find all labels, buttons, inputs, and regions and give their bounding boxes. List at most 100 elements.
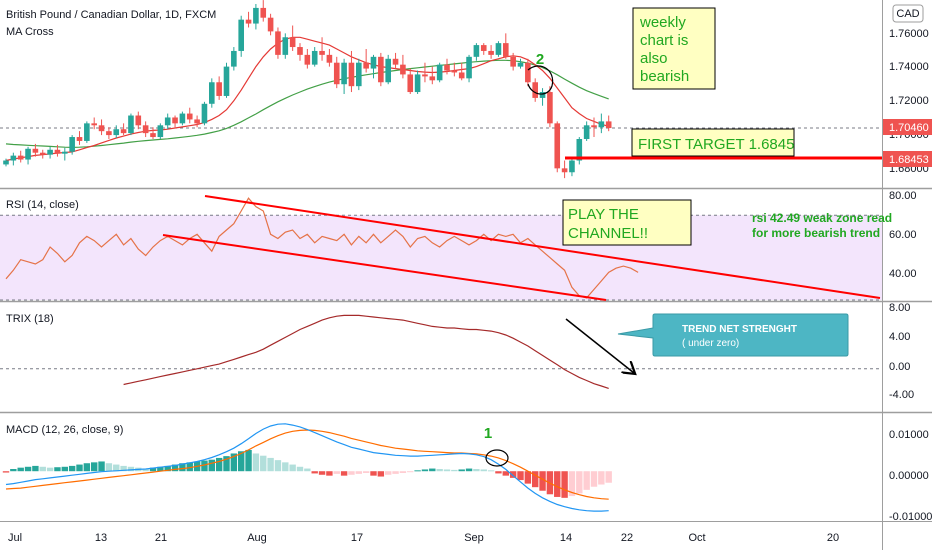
candle-body [400, 64, 406, 75]
macd-histogram-bar [495, 471, 502, 474]
candle-body [223, 66, 230, 96]
candle-body [363, 62, 369, 69]
candle-body [554, 123, 561, 169]
rsi-label: RSI (14, close) [6, 199, 79, 211]
candle-body [319, 50, 325, 55]
macd-histogram-bar [260, 455, 267, 472]
macd-histogram-bar [223, 456, 230, 472]
candle-body [172, 117, 178, 124]
macd-histogram-bar [2, 471, 10, 473]
trix-label: TRIX (18) [6, 313, 54, 325]
candle-body [10, 155, 17, 161]
price-panel[interactable] [0, 0, 882, 179]
time-tick: 14 [560, 532, 572, 544]
macd-histogram-bar [61, 466, 68, 472]
currency-badge[interactable] [892, 4, 924, 23]
time-tick: Oct [688, 532, 705, 544]
macd-histogram-bar [561, 471, 568, 498]
macd-histogram-bar [576, 471, 583, 494]
candle-body [598, 121, 605, 128]
trix-arrow[interactable] [565, 318, 634, 373]
macd-histogram-bar [311, 471, 318, 474]
marker-2[interactable]: 2 [527, 51, 554, 95]
macd-histogram-bar [399, 471, 407, 473]
macd-histogram-bar [532, 471, 539, 488]
time-tick: 22 [621, 532, 633, 544]
candle-body [275, 31, 281, 55]
first-target-note[interactable]: FIRST TARGET 1.6845 [631, 128, 795, 157]
candle-body [282, 37, 289, 55]
candle-body [186, 113, 193, 120]
time-axis[interactable]: Jul 13 21 Aug 17 Sep 14 22 Oct 20 [8, 532, 839, 544]
macd-histogram-bar [605, 471, 612, 483]
macd-axis[interactable]: 0.01000 0.00000 -0.01000 [889, 429, 932, 523]
macd-histogram-bar [120, 465, 127, 472]
trix-line [123, 314, 609, 389]
weekly-note-line: also [640, 50, 668, 67]
trix-tick: 4.00 [889, 331, 910, 343]
rsi-band [0, 215, 882, 300]
candle-body [385, 58, 391, 83]
trix-callout-line: TREND NET STRENGHT [682, 324, 797, 335]
candle-body [495, 43, 502, 55]
candle-body [164, 117, 171, 126]
rsi-note[interactable]: rsi 42.49 weak zone read for more bearis… [752, 211, 892, 240]
macd-histogram-bar [32, 465, 39, 472]
candle-body [201, 103, 208, 124]
channel-lower-line[interactable] [162, 234, 607, 301]
macd-histogram-bar [142, 468, 149, 472]
macd-histogram-bar [590, 471, 598, 487]
macd-histogram-bar [186, 462, 193, 472]
candle-body [480, 45, 487, 51]
price-tick: 1.72000 [889, 95, 929, 107]
macd-histogram-bar [583, 471, 590, 490]
macd-histogram-bar [487, 470, 495, 472]
marker-1[interactable]: 1 [484, 425, 509, 467]
macd-histogram-bar [502, 471, 509, 476]
macd-histogram-bar [46, 467, 54, 472]
channel-upper-line[interactable] [204, 195, 881, 299]
macd-histogram-bar [157, 466, 164, 472]
macd-panel[interactable] [2, 423, 612, 512]
candle-body [267, 17, 274, 32]
macd-histogram-bar [76, 464, 83, 472]
candle-body [142, 125, 149, 134]
play-channel-note[interactable]: PLAY THE CHANNEL!! [562, 199, 692, 246]
candle-body [91, 123, 97, 126]
macd-histogram-bar [230, 453, 238, 472]
macd-histogram-bar [304, 468, 311, 472]
macd-histogram-bar [91, 462, 98, 472]
macd-histogram-bar [326, 471, 333, 476]
marker-2-number: 2 [536, 51, 544, 68]
price-axis[interactable]: 1.76000 1.74000 1.72000 1.70000 1.68000 … [883, 28, 932, 175]
candle-body [260, 7, 267, 18]
macd-tick: 0.00000 [889, 470, 929, 482]
trix-panel[interactable] [0, 314, 882, 389]
candle-body [517, 62, 524, 67]
macd-histogram-bar [289, 464, 296, 472]
candle-body [510, 56, 516, 67]
candle-body [128, 115, 134, 134]
trix-tick: 8.00 [889, 302, 910, 314]
macd-histogram-bar [68, 465, 76, 472]
macd-histogram-bar [429, 468, 436, 472]
candle-body [341, 62, 347, 85]
rsi-axis[interactable]: 80.00 60.00 40.00 [889, 190, 917, 280]
candle-body [179, 113, 186, 124]
candle-body [253, 7, 259, 24]
time-tick: Jul [8, 532, 22, 544]
macd-histogram-bar [362, 471, 370, 473]
trix-axis[interactable]: 8.00 4.00 0.00 -4.00 [889, 302, 914, 401]
weekly-note[interactable]: weekly chart is also bearish [632, 7, 716, 90]
trix-callout[interactable]: TREND NET STRENGHT ( under zero) [617, 313, 849, 357]
play-channel-line: CHANNEL!! [568, 225, 648, 242]
macd-histogram-bar [436, 469, 443, 472]
candle-body [25, 148, 31, 160]
rsi-panel[interactable] [0, 197, 882, 301]
macd-histogram-bar [348, 471, 355, 475]
candle-body [106, 131, 112, 136]
candle-body [54, 149, 61, 154]
macd-histogram-bar [252, 453, 260, 472]
